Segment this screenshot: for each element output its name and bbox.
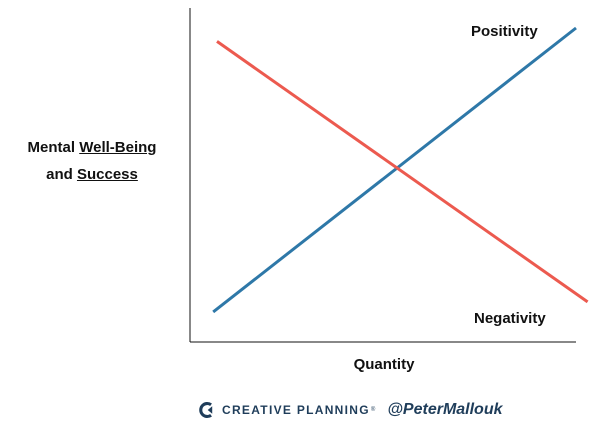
series-line-negativity [216,40,589,304]
y-axis-label-wellbeing: Well-Being [79,139,157,156]
y-axis-label-prefix-2: and [46,166,77,183]
twitter-handle: @PeterMallouk [387,401,503,418]
footer-branding: CREATIVE PLANNING ® @PeterMallouk [198,399,503,421]
y-axis-label: Mental Well-Being and Success [8,134,176,188]
trademark-symbol: ® [370,407,376,413]
brand-name: CREATIVE PLANNING [222,403,370,417]
series-label-positivity: Positivity [471,23,538,40]
y-axis-label-success: Success [76,166,138,183]
x-axis-label: Quantity [353,356,415,373]
series-label-negativity: Negativity [474,310,546,327]
y-axis-label-prefix-1: Mental [27,139,80,156]
creative-planning-logo-icon [199,402,213,418]
series-line-positivity [212,26,577,314]
